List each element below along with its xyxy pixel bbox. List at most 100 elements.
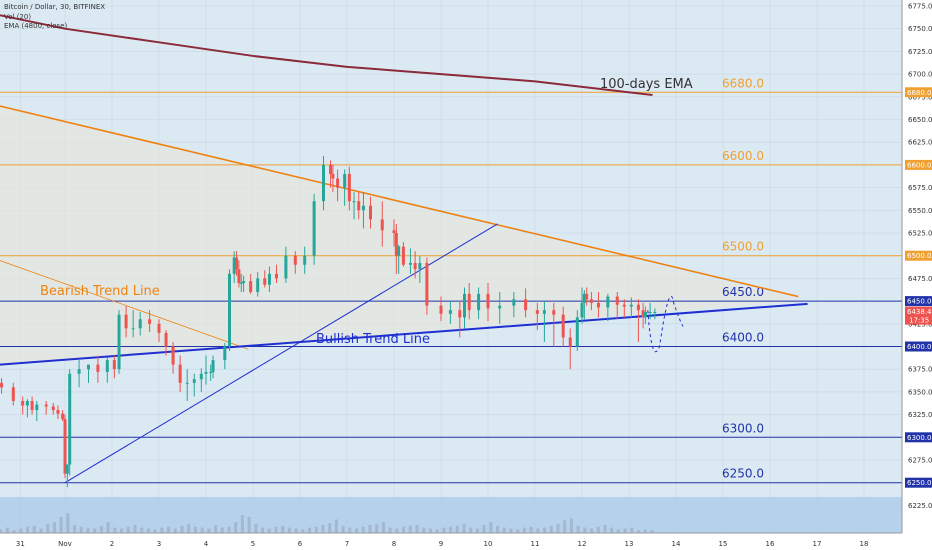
bullish-trend-annotation: Bullish Trend Line [316, 332, 430, 347]
volume-bar [623, 528, 627, 533]
price-tick-label: 6525.0 [908, 230, 932, 238]
volume-bar [274, 526, 278, 533]
candle-body [192, 379, 196, 383]
volume-bar [630, 527, 634, 533]
volume-bar [26, 526, 30, 533]
volume-bar [502, 527, 506, 533]
volume-bar [106, 522, 110, 533]
price-axis-tag [905, 159, 932, 170]
candle-body [408, 262, 412, 265]
candle-body [77, 369, 81, 374]
time-tick-label: 6 [298, 540, 303, 548]
candlesticks [0, 155, 657, 488]
time-tick-label: Nov [58, 540, 72, 548]
candle-body [235, 257, 239, 270]
volume-bar [0, 529, 3, 533]
price-axis[interactable]: 6775.0 6750.0 6725.0 6700.0 6675.0 6650.0 6625… [901, 0, 932, 550]
volume-bar [39, 528, 43, 533]
price-tick-label: 6725.0 [908, 48, 932, 56]
volume-bar [610, 527, 614, 533]
volume-bar [341, 525, 345, 533]
volume-bar [355, 528, 359, 533]
candle-body [312, 201, 316, 256]
volume-bar [603, 524, 607, 533]
candle-body [237, 269, 241, 283]
candle-body [336, 178, 340, 188]
volume-bar [616, 529, 620, 533]
candle-body [21, 400, 25, 406]
candle-body [552, 310, 556, 315]
volume-bar [388, 527, 392, 533]
volume-bar [415, 524, 419, 533]
volume-bar [556, 524, 560, 533]
candle-body [211, 360, 215, 372]
price-tick-label: 6475.0 [908, 275, 932, 283]
volume-bar [187, 524, 191, 533]
candle-body [157, 323, 161, 333]
volume-bar [267, 528, 271, 533]
volume-bar [596, 526, 600, 533]
volume-bar [361, 526, 365, 533]
volume-bar [643, 529, 647, 533]
horizontal-levels: 6680.0 6600.0 6500.0 6450.0 6400.0 6300.0 6250… [0, 76, 902, 484]
volume-bar [160, 527, 164, 533]
candle-body [347, 173, 351, 202]
volume-bar [475, 528, 479, 533]
volume-bar [180, 525, 184, 533]
level-label: 6300.0 [722, 421, 764, 435]
candle-body [397, 246, 401, 256]
candle-body [138, 319, 142, 329]
volume-bar [442, 527, 446, 533]
candle-body [486, 293, 490, 309]
candle-body [575, 317, 579, 347]
candle-body [164, 332, 168, 347]
candle-body [87, 364, 90, 370]
candle-body [653, 311, 657, 313]
candle-body [44, 404, 48, 407]
price-axis-tag [905, 87, 932, 98]
volume-bar [321, 524, 325, 533]
level-label: 6600.0 [722, 149, 764, 163]
candle-body [585, 293, 589, 300]
volume-bar [462, 524, 466, 533]
current-price-value: 6438.4 [907, 308, 932, 316]
volume-bar [509, 528, 513, 533]
time-axis[interactable]: 31 Nov 2 3 4 5 6 7 8 9 10 11 12 13 14 15 16 17 18 [0, 532, 932, 550]
candle-body [65, 464, 69, 474]
candle-body [239, 282, 243, 284]
volume-bar [99, 525, 103, 533]
time-tick-label: 17 [813, 540, 822, 548]
price-tick-label: 6750.0 [908, 25, 932, 33]
level-label: 6400.0 [722, 331, 764, 345]
volume-bar [240, 515, 244, 533]
bearish-trend-line-minor [0, 260, 249, 350]
candle-body [615, 296, 619, 305]
candle-body [68, 373, 72, 465]
volume-bar [167, 526, 171, 533]
volume-bar [261, 527, 265, 533]
chart-title: Bitcoin / Dollar, 30, BITFINEX [4, 3, 106, 11]
time-tick-label: 18 [860, 540, 869, 548]
candle-body [56, 410, 60, 414]
candle-body [171, 346, 175, 365]
candle-body [178, 364, 182, 383]
current-price-countdown: 17:35 [909, 317, 929, 325]
volume-bar [66, 513, 70, 533]
volume-bar [489, 522, 493, 533]
candle-body [228, 273, 231, 347]
volume-bar [496, 525, 500, 533]
candle-body [209, 371, 213, 373]
volume-bar [126, 526, 130, 533]
volume-bar [287, 527, 291, 533]
volume-bar [93, 528, 97, 533]
volume-bar [455, 525, 459, 533]
candle-body [413, 262, 417, 270]
candle-body [477, 293, 481, 311]
candle-body [568, 337, 572, 347]
volume-bars [0, 513, 654, 533]
candle-body [498, 305, 502, 309]
candle-body [112, 360, 116, 370]
volume-bar [133, 524, 137, 533]
volume-bar [637, 530, 641, 533]
